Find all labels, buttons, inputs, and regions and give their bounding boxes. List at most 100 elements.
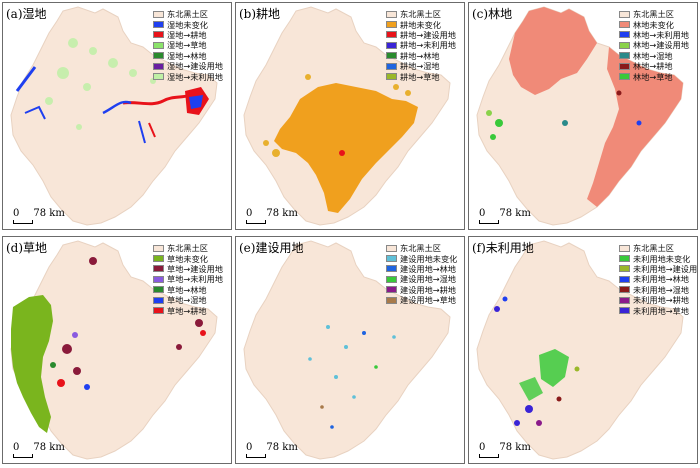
- legend-swatch: [619, 31, 630, 39]
- legend-label: 建设用地→湿地: [400, 274, 456, 285]
- panel-unused-land: (f)未利用地 东北黑土区 未利用地未变化 未利用地→建设用地 未利用地→林地 …: [468, 236, 698, 464]
- legend-swatch: [386, 21, 397, 29]
- panel-cropland: (b)耕地 东北黑土区 耕地未变化 耕地→建设用地 耕地→未利用地 耕地→林地 …: [235, 2, 465, 230]
- legend-label: 未利用地→草地: [633, 305, 689, 316]
- legend-item: 耕地→林地: [386, 51, 456, 61]
- panel-title: (c)林地: [472, 7, 513, 21]
- legend-swatch: [153, 41, 164, 49]
- cropland-urban-patch: [339, 150, 345, 156]
- legend-item: 草地→湿地: [153, 295, 223, 305]
- legend-swatch: [386, 296, 397, 304]
- panel-title: (a)湿地: [6, 7, 47, 21]
- legend-swatch: [153, 307, 164, 315]
- legend-label: 湿地→建设用地: [167, 61, 223, 72]
- legend-swatch: [153, 255, 164, 263]
- legend-label: 东北黑土区: [167, 9, 208, 20]
- legend-swatch: [619, 255, 630, 263]
- legend-label: 未利用地→建设用地: [633, 263, 698, 274]
- legend-item: 东北黑土区: [386, 9, 456, 19]
- scale-line: [13, 220, 33, 224]
- legend-swatch: [153, 21, 164, 29]
- legend-label: 草地→建设用地: [167, 263, 223, 274]
- legend-swatch: [386, 255, 397, 263]
- legend-label: 林地→湿地: [633, 50, 673, 61]
- legend-item: 建设用地→耕地: [386, 285, 457, 295]
- legend-swatch: [386, 52, 397, 60]
- legend-item: 林地→耕地: [619, 61, 689, 71]
- legend-label: 耕地→林地: [400, 50, 440, 61]
- legend-item: 未利用地未变化: [619, 253, 697, 264]
- legend-swatch: [153, 62, 164, 70]
- legend-label: 耕地→湿地: [400, 61, 440, 72]
- legend-item: 建设用地→湿地: [386, 274, 457, 284]
- cropland-speckle: [263, 74, 411, 157]
- scale-distance: 78 km: [499, 208, 531, 219]
- legend-label: 东北黑土区: [633, 9, 674, 20]
- legend-swatch: [153, 73, 164, 81]
- legend-item: 东北黑土区: [153, 243, 223, 253]
- legend-item: 草地未变化: [153, 253, 223, 264]
- scale-line: [246, 220, 266, 224]
- legend-label: 东北黑土区: [633, 243, 674, 254]
- forest-unchanged-east: [587, 47, 683, 207]
- legend-swatch: [386, 265, 397, 273]
- scale-zero: 0: [246, 208, 253, 219]
- legend-item: 建设用地未变化: [386, 253, 458, 264]
- legend-label: 建设用地→草地: [400, 295, 456, 306]
- legend-swatch: [619, 52, 630, 60]
- scale-bar: 0 78 km: [246, 442, 298, 458]
- legend-item: 林地→草地: [619, 71, 689, 82]
- legend-label: 耕地→草地: [400, 71, 440, 82]
- legend-swatch: [386, 62, 397, 70]
- panel-wetland: (a)湿地 东北黑土区 湿地未变化 湿地→耕地 湿地→草地 湿地→林地 湿地→建…: [2, 2, 232, 230]
- panel-title: (b)耕地: [239, 7, 281, 21]
- scale-bar: 0 78 km: [479, 208, 531, 224]
- legend-item: 建设用地→草地: [386, 295, 457, 305]
- legend-swatch: [619, 286, 630, 294]
- legend-swatch: [619, 62, 630, 70]
- legend-label: 建设用地→林地: [400, 263, 456, 274]
- legend-label: 建设用地未变化: [400, 253, 458, 264]
- legend-label: 未利用地→林地: [633, 274, 689, 285]
- legend-item: 东北黑土区: [619, 243, 697, 254]
- forest-change-patches: [486, 90, 642, 140]
- construction-change-dots: [308, 325, 396, 429]
- legend-swatch: [153, 52, 164, 60]
- panel-title: (f)未利用地: [472, 241, 534, 255]
- grassland-unchanged-west: [11, 295, 53, 433]
- legend-label: 东北黑土区: [400, 243, 441, 254]
- legend-swatch: [153, 10, 164, 18]
- legend: 东北黑土区 林地未变化 林地→未利用地 林地→建设用地 林地→湿地 林地→耕地 …: [619, 9, 689, 82]
- legend-swatch: [619, 73, 630, 81]
- scale-zero: 0: [13, 208, 20, 219]
- legend: 东北黑土区 耕地未变化 耕地→建设用地 耕地→未利用地 耕地→林地 耕地→湿地 …: [386, 9, 456, 82]
- legend-swatch: [386, 31, 397, 39]
- scale-line: [246, 454, 266, 458]
- legend-label: 草地→耕地: [167, 305, 207, 316]
- legend-swatch: [153, 244, 164, 252]
- legend-label: 林地→草地: [633, 71, 673, 82]
- legend-swatch: [153, 286, 164, 294]
- legend-item: 林地→湿地: [619, 51, 689, 61]
- legend-swatch: [619, 265, 630, 273]
- legend-item: 林地→未利用地: [619, 30, 689, 40]
- panel-title: (e)建设用地: [239, 241, 304, 255]
- legend-item: 湿地未变化: [153, 19, 223, 30]
- legend-label: 未利用地→耕地: [633, 295, 689, 306]
- scale-distance: 78 km: [266, 208, 298, 219]
- legend: 东北黑土区 湿地未变化 湿地→耕地 湿地→草地 湿地→林地 湿地→建设用地 湿地…: [153, 9, 223, 82]
- scale-zero: 0: [479, 442, 486, 453]
- legend-item: 湿地→草地: [153, 40, 223, 50]
- legend-label: 林地→未利用地: [633, 29, 689, 40]
- legend-label: 耕地→建设用地: [400, 29, 456, 40]
- legend-item: 东北黑土区: [153, 9, 223, 19]
- legend-label: 湿地→林地: [167, 50, 207, 61]
- legend-label: 耕地→未利用地: [400, 40, 456, 51]
- legend-label: 林地未变化: [633, 19, 674, 30]
- legend-label: 草地→未利用地: [167, 274, 223, 285]
- construction-map: [243, 240, 451, 460]
- legend-swatch: [153, 296, 164, 304]
- black-soil-region-shape: [10, 6, 218, 226]
- unused-land-change-patches: [494, 296, 580, 426]
